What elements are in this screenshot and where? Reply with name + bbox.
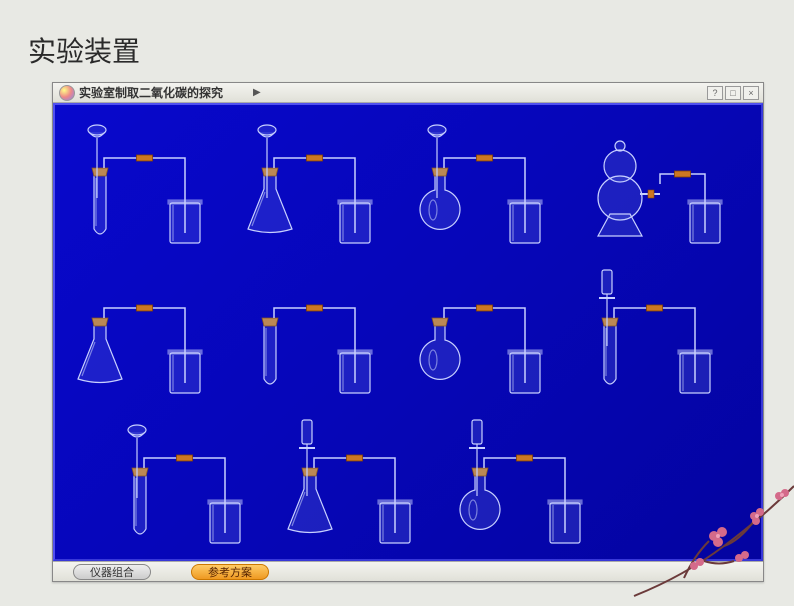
apparatus-setup[interactable] [405,113,575,268]
apparatus-setup[interactable] [405,263,575,418]
apparatus-setup[interactable] [445,413,615,568]
apparatus-setup[interactable] [575,113,745,268]
apparatus-setup[interactable] [65,113,235,268]
apparatus-setup[interactable] [275,413,445,568]
experiment-canvas[interactable] [53,103,763,561]
maximize-button[interactable]: □ [725,86,741,100]
apparatus-setup[interactable] [575,263,745,418]
titlebar: 实验室制取二氧化碳的探究 ▶ ? □ × [53,83,763,103]
window-controls: ? □ × [707,86,759,100]
page-title: 实验装置 [28,30,140,70]
app-window: 实验室制取二氧化碳的探究 ▶ ? □ × [52,82,764,582]
window-title: 实验室制取二氧化碳的探究 [79,84,223,101]
app-icon [59,85,75,101]
apparatus-setup[interactable] [235,113,405,268]
apparatus-setup[interactable] [105,413,275,568]
apparatus-setup[interactable] [65,263,235,418]
apparatus-setup[interactable] [235,263,405,418]
help-button[interactable]: ? [707,86,723,100]
play-icon[interactable]: ▶ [253,87,261,98]
close-button[interactable]: × [743,86,759,100]
